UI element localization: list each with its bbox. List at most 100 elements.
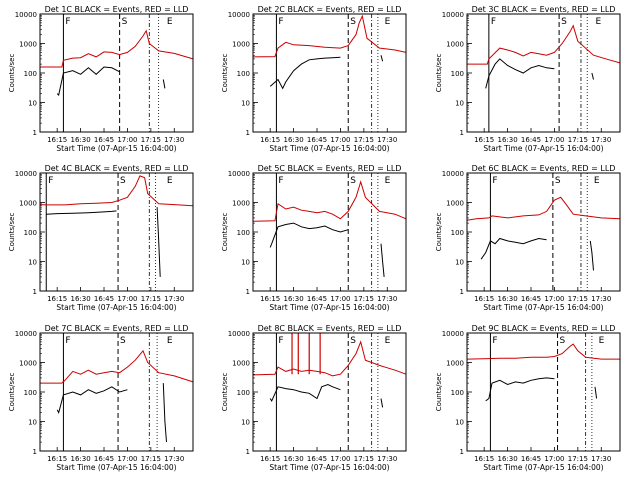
- x-tick-label: 17:15: [141, 295, 161, 303]
- x-tick-label: 16:15: [474, 295, 494, 303]
- y-tick-label: 10000: [228, 170, 250, 178]
- events-tail-line: [594, 386, 598, 399]
- x-tick-label: 16:45: [307, 455, 327, 463]
- x-axis-label: Start Time (07-Apr-15 16:04:00): [483, 144, 603, 153]
- marker-f-label: F: [278, 17, 283, 27]
- x-tick-label: 17:15: [141, 136, 161, 144]
- events-tail-line: [589, 240, 594, 271]
- x-tick-label: 16:45: [94, 455, 114, 463]
- events-tail-line: [162, 79, 166, 89]
- marker-e-label: E: [385, 336, 391, 346]
- panel-title: Det 4C BLACK = Events, RED = LLD: [45, 164, 189, 173]
- panel-det-5: 1 10 100 1000 10000 16:15 16:30 16:45 17:00 17:15…: [221, 164, 407, 312]
- y-tick-label: 1000: [19, 41, 37, 49]
- x-tick-label: 17:15: [568, 136, 588, 144]
- panel-title: Det 5C BLACK = Events, RED = LLD: [258, 164, 402, 173]
- y-tick-label: 1: [33, 288, 37, 296]
- lld-series-line: [40, 349, 194, 384]
- plot-frame: [39, 13, 194, 133]
- panel-title: Det 8C BLACK = Events, RED = LLD: [258, 324, 402, 333]
- panel-det-3: 1 10 100 1000 10000 16:15 16:30 16:45 17:00 17:15…: [435, 5, 621, 153]
- marker-e-label: E: [167, 336, 173, 346]
- y-tick-label: 100: [451, 389, 464, 397]
- y-tick-label: 10: [28, 259, 37, 267]
- y-axis-label: Counts/sec: [435, 54, 443, 93]
- panel-det-2: 1 10 100 1000 10000 16:15 16:30 16:45 17:00 17:15…: [221, 5, 407, 153]
- plot-frame: [39, 332, 194, 452]
- y-tick-label: 100: [451, 229, 464, 237]
- x-tick-label: 17:30: [591, 136, 611, 144]
- plot-frame: [466, 332, 621, 452]
- marker-f-label: F: [48, 176, 53, 186]
- x-axis-label: Start Time (07-Apr-15 16:04:00): [56, 303, 176, 312]
- y-tick-label: 1000: [232, 360, 250, 368]
- y-axis-label: Counts/sec: [8, 373, 16, 412]
- y-tick-label: 100: [237, 70, 250, 78]
- y-tick-label: 100: [24, 70, 37, 78]
- marker-e-label: E: [167, 17, 173, 27]
- marker-e-label: E: [595, 17, 601, 27]
- y-tick-label: 10: [241, 419, 250, 427]
- x-tick-label: 16:30: [497, 136, 517, 144]
- x-tick-label: 16:15: [47, 455, 67, 463]
- x-tick-label: 16:15: [47, 295, 67, 303]
- x-tick-label: 16:45: [94, 136, 114, 144]
- x-tick-label: 17:00: [544, 455, 564, 463]
- lld-series-line: [466, 196, 621, 221]
- x-tick-label: 17:00: [117, 295, 137, 303]
- marker-e-label: E: [599, 336, 605, 346]
- x-tick-label: 16:30: [70, 295, 90, 303]
- x-tick-label: 17:00: [117, 455, 137, 463]
- marker-f-label: F: [65, 17, 70, 27]
- events-tail-line: [162, 383, 167, 443]
- panel-det-1: 1 10 100 1000 10000 16:15 16:30 16:45 17:00 17:15…: [8, 5, 194, 153]
- marker-s-label: S: [560, 336, 566, 346]
- y-tick-label: 10000: [15, 170, 37, 178]
- events-series-line: [480, 237, 547, 260]
- lld-series-line: [467, 24, 621, 65]
- x-tick-label: 17:15: [568, 455, 588, 463]
- y-tick-label: 10: [455, 259, 464, 267]
- marker-f-label: F: [65, 336, 70, 346]
- events-series-line: [56, 386, 128, 414]
- panel-det-9: 1 10 100 1000 10000 16:15 16:30 16:45 17:00 17:15…: [435, 324, 621, 472]
- y-tick-label: 10000: [228, 11, 250, 19]
- y-tick-label: 1000: [446, 41, 464, 49]
- x-tick-label: 16:30: [283, 136, 303, 144]
- y-tick-label: 10: [28, 419, 37, 427]
- events-series-line: [485, 377, 555, 402]
- y-tick-label: 1000: [446, 200, 464, 208]
- events-series-line: [269, 222, 349, 248]
- panel-det-7: 1 10 100 1000 10000 16:15 16:30 16:45 17:00 17:15…: [8, 324, 194, 472]
- x-tick-label: 16:30: [283, 455, 303, 463]
- y-axis-label: Counts/sec: [221, 373, 229, 412]
- y-tick-label: 1: [460, 129, 464, 137]
- x-tick-label: 17:15: [354, 455, 374, 463]
- plot-frame: [466, 13, 621, 133]
- x-tick-label: 17:00: [117, 136, 137, 144]
- x-tick-label: 17:15: [141, 455, 161, 463]
- y-tick-label: 1000: [19, 360, 37, 368]
- y-tick-label: 10: [455, 419, 464, 427]
- y-axis-label: Counts/sec: [435, 213, 443, 252]
- x-tick-label: 17:30: [377, 295, 397, 303]
- plot-frame: [252, 13, 407, 133]
- lld-series-line: [252, 340, 407, 377]
- y-tick-label: 1: [246, 129, 250, 137]
- y-tick-label: 1: [246, 288, 250, 296]
- marker-f-label: F: [278, 336, 283, 346]
- y-tick-label: 10: [28, 100, 37, 108]
- x-tick-label: 17:30: [164, 295, 184, 303]
- y-tick-label: 10: [455, 100, 464, 108]
- x-axis-label: Start Time (07-Apr-15 16:04:00): [269, 144, 389, 153]
- events-tail-line: [380, 55, 384, 62]
- marker-f-label: F: [278, 176, 283, 186]
- panel-title: Det 3C BLACK = Events, RED = LLD: [472, 5, 616, 14]
- x-axis-label: Start Time (07-Apr-15 16:04:00): [269, 303, 389, 312]
- x-tick-label: 17:15: [354, 136, 374, 144]
- y-tick-label: 10000: [15, 330, 37, 338]
- lld-series-line: [252, 180, 407, 222]
- y-tick-label: 1000: [19, 200, 37, 208]
- y-tick-label: 10000: [15, 11, 37, 19]
